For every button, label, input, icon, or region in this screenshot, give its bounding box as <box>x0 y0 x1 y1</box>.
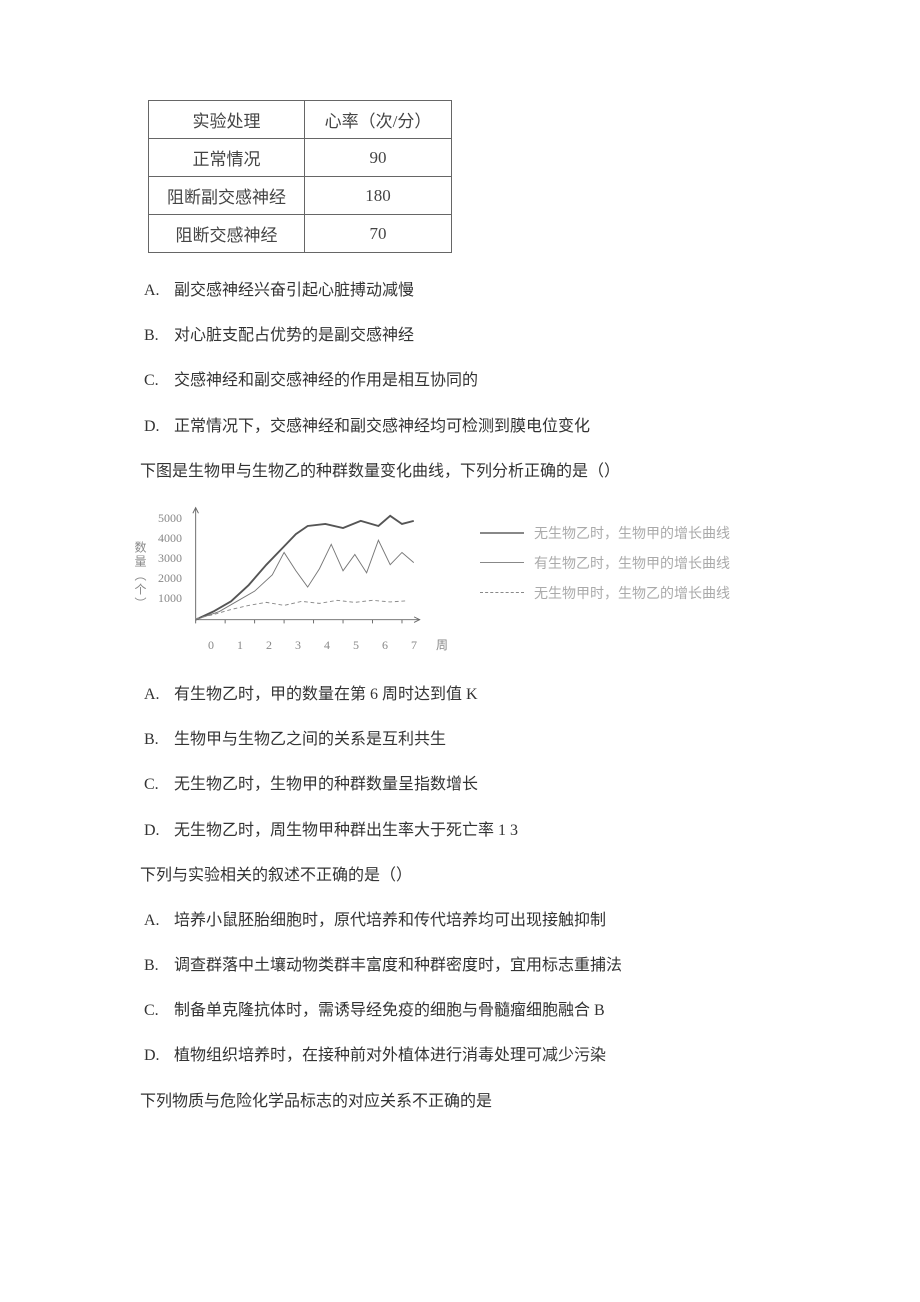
q2-option-b: B. 生物甲与生物乙之间的关系是互利共生 <box>144 726 780 753</box>
population-chart: 数量（个） 5000 4000 3000 2000 1000 0 1 2 3 4… <box>140 503 440 663</box>
q3-stem: 下列与实验相关的叙述不正确的是（） <box>140 862 780 889</box>
q2-option-c: C. 无生物乙时，生物甲的种群数量呈指数增长 <box>144 771 780 798</box>
option-text: 植物组织培养时，在接种前对外植体进行消毒处理可减少污染 <box>174 1047 606 1064</box>
option-label: B. <box>144 322 170 349</box>
option-label: A. <box>144 681 170 708</box>
option-text: 对心脏支配占优势的是副交感神经 <box>174 327 414 344</box>
x-tick: 2 <box>256 638 282 653</box>
chart-legend: 无生物乙时，生物甲的增长曲线 有生物乙时，生物甲的增长曲线 无生物甲时，生物乙的… <box>480 513 730 613</box>
legend-text: 无生物乙时，生物甲的增长曲线 <box>534 523 730 543</box>
x-tick: 0 <box>198 638 224 653</box>
q3-option-c: C. 制备单克隆抗体时，需诱导经免疫的细胞与骨髓瘤细胞融合 B <box>144 997 780 1024</box>
legend-text: 无生物甲时，生物乙的增长曲线 <box>534 583 730 603</box>
y-tick: 3000 <box>158 551 182 571</box>
table-row: 实验处理 心率（次/分） <box>149 101 452 139</box>
option-text: 无生物乙时，生物甲的种群数量呈指数增长 <box>174 776 478 793</box>
option-text: 有生物乙时，甲的数量在第 6 周时达到值 K <box>174 686 478 703</box>
x-axis-ticks: 0 1 2 3 4 5 6 7 <box>198 638 427 653</box>
table-row: 阻断交感神经 70 <box>149 215 452 253</box>
table-cell: 90 <box>305 139 452 177</box>
x-tick: 7 <box>401 638 427 653</box>
legend-text: 有生物乙时，生物甲的增长曲线 <box>534 553 730 573</box>
table-cell: 正常情况 <box>149 139 305 177</box>
table-row: 阻断副交感神经 180 <box>149 177 452 215</box>
q1-option-d: D. 正常情况下，交感神经和副交感神经均可检测到膜电位变化 <box>144 413 780 440</box>
option-label: A. <box>144 907 170 934</box>
x-tick: 4 <box>314 638 340 653</box>
y-tick: 5000 <box>158 511 182 531</box>
option-label: D. <box>144 1042 170 1069</box>
q1-option-c: C. 交感神经和副交感神经的作用是相互协同的 <box>144 367 780 394</box>
option-label: D. <box>144 817 170 844</box>
x-tick: 6 <box>372 638 398 653</box>
option-label: B. <box>144 726 170 753</box>
legend-swatch-icon <box>480 562 524 563</box>
table-cell: 70 <box>305 215 452 253</box>
q4-stem: 下列物质与危险化学品标志的对应关系不正确的是 <box>140 1088 780 1115</box>
q3-option-b: B. 调查群落中土壤动物类群丰富度和种群密度时，宜用标志重捕法 <box>144 952 780 979</box>
population-chart-figure: 数量（个） 5000 4000 3000 2000 1000 0 1 2 3 4… <box>140 503 780 663</box>
option-label: B. <box>144 952 170 979</box>
q3-option-d: D. 植物组织培养时，在接种前对外植体进行消毒处理可减少污染 <box>144 1042 780 1069</box>
option-text: 培养小鼠胚胎细胞时，原代培养和传代培养均可出现接触抑制 <box>174 912 606 929</box>
y-axis-label: 数量（个） <box>132 541 149 611</box>
legend-item: 无生物乙时，生物甲的增长曲线 <box>480 523 730 543</box>
q1-option-b: B. 对心脏支配占优势的是副交感神经 <box>144 322 780 349</box>
table-header-col2: 心率（次/分） <box>305 101 452 139</box>
q1-option-a: A. 副交感神经兴奋引起心脏搏动减慢 <box>144 277 780 304</box>
q3-option-a: A. 培养小鼠胚胎细胞时，原代培养和传代培养均可出现接触抑制 <box>144 907 780 934</box>
y-tick: 1000 <box>158 591 182 611</box>
option-label: C. <box>144 771 170 798</box>
option-text: 正常情况下，交感神经和副交感神经均可检测到膜电位变化 <box>174 418 590 435</box>
legend-item: 无生物甲时，生物乙的增长曲线 <box>480 583 730 603</box>
y-tick: 2000 <box>158 571 182 591</box>
line-chart-svg <box>190 503 430 643</box>
option-label: C. <box>144 367 170 394</box>
x-axis-label: 周 <box>436 636 448 653</box>
table-cell: 阻断副交感神经 <box>149 177 305 215</box>
legend-item: 有生物乙时，生物甲的增长曲线 <box>480 553 730 573</box>
x-tick: 1 <box>227 638 253 653</box>
option-text: 副交感神经兴奋引起心脏搏动减慢 <box>174 282 414 299</box>
q2-stem: 下图是生物甲与生物乙的种群数量变化曲线，下列分析正确的是（） <box>140 458 780 485</box>
table-header-col1: 实验处理 <box>149 101 305 139</box>
option-text: 生物甲与生物乙之间的关系是互利共生 <box>174 731 446 748</box>
legend-swatch-icon <box>480 592 524 593</box>
y-axis-ticks: 5000 4000 3000 2000 1000 <box>158 511 182 611</box>
legend-swatch-icon <box>480 532 524 534</box>
q2-option-a: A. 有生物乙时，甲的数量在第 6 周时达到值 K <box>144 681 780 708</box>
option-text: 制备单克隆抗体时，需诱导经免疫的细胞与骨髓瘤细胞融合 B <box>174 1002 605 1019</box>
option-text: 无生物乙时，周生物甲种群出生率大于死亡率 1 3 <box>174 822 518 839</box>
table-cell: 180 <box>305 177 452 215</box>
x-tick: 3 <box>285 638 311 653</box>
q2-option-d: D. 无生物乙时，周生物甲种群出生率大于死亡率 1 3 <box>144 817 780 844</box>
heart-rate-table: 实验处理 心率（次/分） 正常情况 90 阻断副交感神经 180 阻断交感神经 … <box>148 100 452 253</box>
option-label: D. <box>144 413 170 440</box>
option-label: A. <box>144 277 170 304</box>
table-cell: 阻断交感神经 <box>149 215 305 253</box>
option-text: 交感神经和副交感神经的作用是相互协同的 <box>174 372 478 389</box>
y-tick: 4000 <box>158 531 182 551</box>
table-row: 正常情况 90 <box>149 139 452 177</box>
option-text: 调查群落中土壤动物类群丰富度和种群密度时，宜用标志重捕法 <box>174 957 622 974</box>
option-label: C. <box>144 997 170 1024</box>
x-tick: 5 <box>343 638 369 653</box>
